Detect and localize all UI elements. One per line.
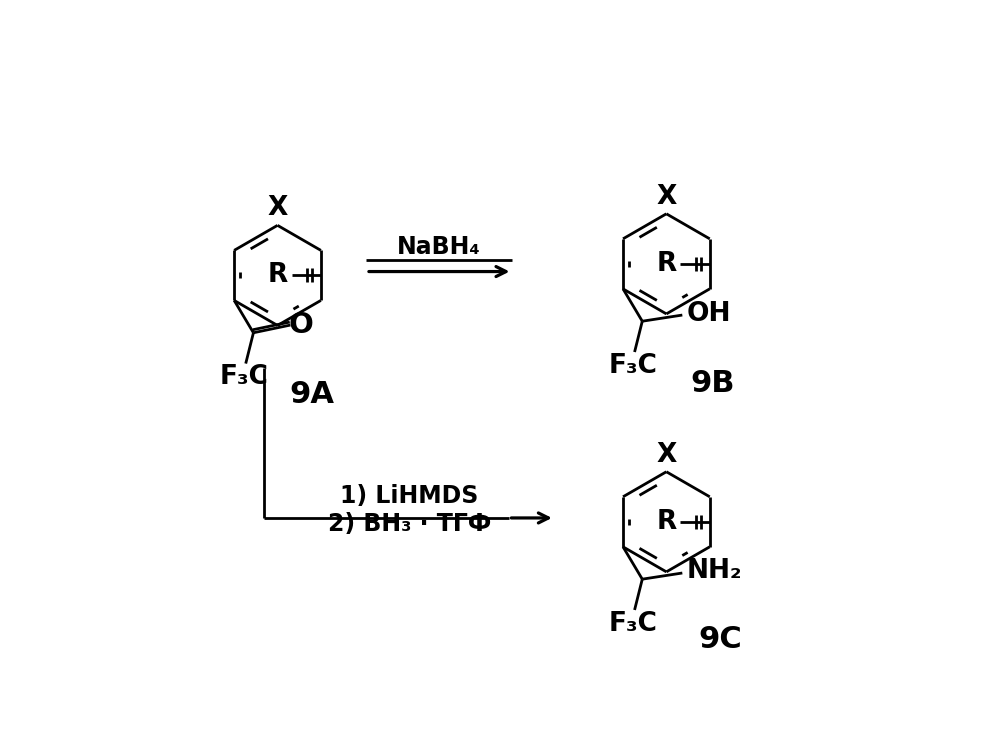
Text: R: R bbox=[268, 263, 288, 288]
Text: O: O bbox=[289, 311, 314, 339]
Text: X: X bbox=[656, 184, 676, 210]
Text: 9A: 9A bbox=[290, 381, 335, 409]
Text: NaBH₄: NaBH₄ bbox=[398, 235, 482, 259]
Text: 2) BH₃ · ТГФ: 2) BH₃ · ТГФ bbox=[328, 512, 492, 536]
Text: X: X bbox=[656, 442, 676, 468]
Text: F₃C: F₃C bbox=[608, 611, 657, 636]
Text: X: X bbox=[268, 196, 288, 221]
Text: R: R bbox=[656, 251, 676, 277]
Text: NH₂: NH₂ bbox=[686, 559, 741, 584]
Text: F₃C: F₃C bbox=[608, 353, 657, 379]
Text: 9B: 9B bbox=[690, 368, 735, 398]
Text: F₃C: F₃C bbox=[220, 365, 269, 390]
Text: OH: OH bbox=[686, 300, 730, 326]
Text: R: R bbox=[656, 509, 676, 535]
Text: 9C: 9C bbox=[698, 625, 742, 654]
Text: 1) LiHMDS: 1) LiHMDS bbox=[341, 485, 479, 508]
